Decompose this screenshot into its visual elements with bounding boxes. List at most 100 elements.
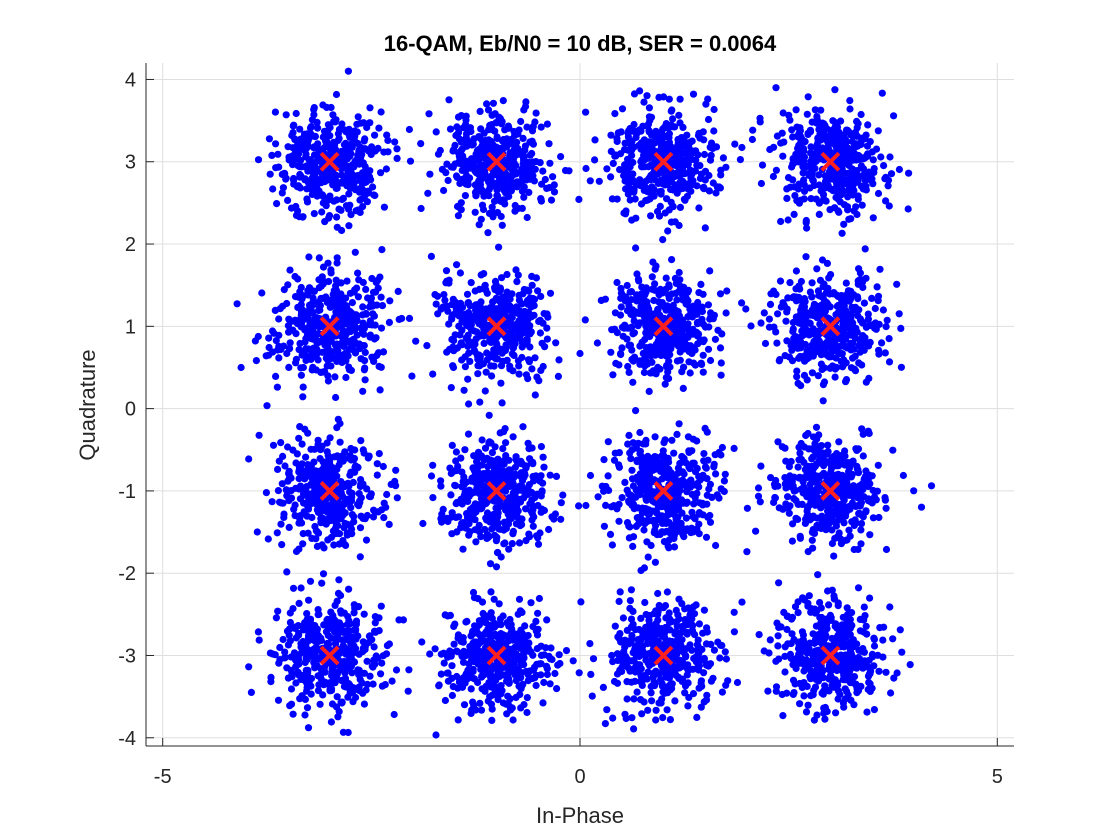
received-point: [618, 494, 626, 502]
received-point: [303, 185, 311, 193]
received-point: [464, 299, 472, 307]
received-point: [304, 167, 312, 175]
received-point: [638, 509, 647, 517]
received-point: [393, 494, 401, 502]
received-point: [718, 330, 726, 338]
received-point: [474, 678, 482, 687]
received-point: [645, 309, 654, 317]
received-point: [283, 568, 291, 576]
received-point: [444, 677, 452, 685]
received-point: [435, 681, 443, 689]
received-point: [546, 471, 554, 479]
received-point: [630, 695, 638, 703]
received-point: [685, 358, 693, 366]
received-point: [464, 127, 472, 135]
received-point: [494, 668, 502, 677]
received-point: [375, 124, 383, 132]
received-point: [477, 495, 485, 503]
received-point: [459, 678, 467, 686]
received-point: [540, 463, 548, 471]
received-point: [313, 192, 321, 200]
received-point: [495, 600, 503, 608]
received-point: [536, 529, 544, 537]
received-point: [565, 167, 573, 175]
received-point: [424, 189, 432, 197]
received-point: [367, 299, 375, 307]
received-point: [432, 300, 440, 308]
received-point: [305, 253, 313, 261]
received-point: [431, 291, 439, 299]
received-point: [591, 156, 599, 164]
received-point: [394, 287, 402, 295]
received-point: [346, 175, 354, 183]
received-point: [476, 352, 484, 360]
received-point: [350, 609, 358, 617]
received-point: [661, 623, 670, 632]
received-point: [361, 178, 369, 187]
received-point: [535, 660, 544, 668]
received-point: [309, 309, 317, 317]
received-point: [370, 506, 378, 514]
received-point: [245, 455, 253, 463]
received-point: [524, 330, 532, 338]
received-point: [378, 302, 387, 310]
received-point: [638, 163, 647, 171]
received-point: [299, 383, 307, 391]
received-point: [458, 326, 466, 334]
received-point: [706, 356, 715, 365]
received-point: [722, 655, 731, 663]
received-point: [308, 534, 316, 543]
received-point: [331, 373, 339, 381]
received-point: [640, 98, 648, 106]
received-point: [491, 277, 500, 285]
received-point: [690, 654, 698, 663]
received-point: [367, 150, 375, 159]
received-point: [517, 117, 525, 126]
received-point: [354, 172, 362, 180]
received-point: [285, 344, 293, 352]
received-point: [693, 161, 701, 169]
received-point: [527, 648, 535, 656]
received-point: [613, 329, 621, 337]
received-point: [661, 436, 669, 444]
received-point: [643, 632, 651, 640]
received-point: [660, 452, 668, 460]
received-point: [484, 625, 492, 633]
received-point: [654, 305, 662, 313]
received-point: [296, 125, 304, 133]
received-point: [672, 337, 680, 345]
received-point: [299, 540, 307, 548]
received-point: [375, 349, 383, 357]
received-point: [303, 198, 312, 206]
received-point: [469, 698, 477, 706]
received-point: [284, 196, 292, 204]
received-point: [405, 314, 414, 322]
received-point: [509, 489, 517, 497]
received-point: [348, 510, 356, 519]
received-point: [532, 472, 540, 480]
received-point: [338, 699, 346, 707]
received-point: [517, 674, 525, 682]
received-point: [679, 468, 687, 476]
received-point: [298, 440, 306, 448]
received-point: [459, 477, 467, 486]
received-point: [269, 441, 278, 449]
received-point: [576, 349, 584, 358]
received-point: [695, 662, 704, 670]
received-point: [618, 344, 626, 352]
received-point: [686, 369, 694, 377]
received-point: [720, 487, 728, 496]
received-point: [672, 483, 680, 491]
received-point: [486, 560, 495, 568]
received-point: [317, 368, 325, 376]
received-point: [440, 186, 448, 195]
received-point: [699, 511, 707, 519]
received-point: [634, 504, 642, 512]
received-point: [688, 615, 696, 623]
received-point: [643, 538, 651, 546]
received-point: [631, 626, 640, 634]
received-point: [651, 558, 660, 566]
received-point: [341, 448, 349, 456]
received-point: [274, 465, 282, 473]
received-point: [512, 161, 520, 170]
